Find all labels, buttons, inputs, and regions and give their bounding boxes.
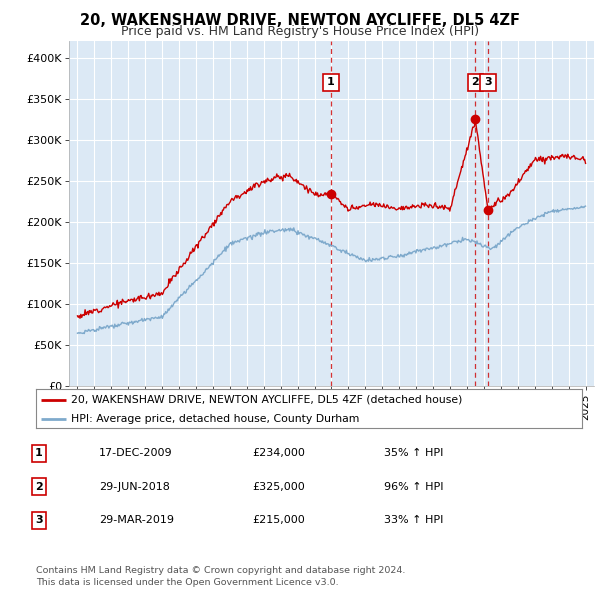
Text: 35% ↑ HPI: 35% ↑ HPI xyxy=(384,448,443,458)
Text: 3: 3 xyxy=(484,77,492,87)
Text: £215,000: £215,000 xyxy=(252,516,305,525)
Text: 2: 2 xyxy=(35,482,43,491)
Text: 20, WAKENSHAW DRIVE, NEWTON AYCLIFFE, DL5 4ZF: 20, WAKENSHAW DRIVE, NEWTON AYCLIFFE, DL… xyxy=(80,13,520,28)
Text: 96% ↑ HPI: 96% ↑ HPI xyxy=(384,482,443,491)
Text: 33% ↑ HPI: 33% ↑ HPI xyxy=(384,516,443,525)
Text: 2: 2 xyxy=(472,77,479,87)
Text: 3: 3 xyxy=(35,516,43,525)
Text: £234,000: £234,000 xyxy=(252,448,305,458)
Text: Price paid vs. HM Land Registry's House Price Index (HPI): Price paid vs. HM Land Registry's House … xyxy=(121,25,479,38)
Text: 29-MAR-2019: 29-MAR-2019 xyxy=(99,516,174,525)
Text: HPI: Average price, detached house, County Durham: HPI: Average price, detached house, Coun… xyxy=(71,414,360,424)
Text: 1: 1 xyxy=(35,448,43,458)
Text: 1: 1 xyxy=(327,77,335,87)
Text: 17-DEC-2009: 17-DEC-2009 xyxy=(99,448,173,458)
Text: 29-JUN-2018: 29-JUN-2018 xyxy=(99,482,170,491)
Text: 20, WAKENSHAW DRIVE, NEWTON AYCLIFFE, DL5 4ZF (detached house): 20, WAKENSHAW DRIVE, NEWTON AYCLIFFE, DL… xyxy=(71,395,463,405)
Text: £325,000: £325,000 xyxy=(252,482,305,491)
Text: Contains HM Land Registry data © Crown copyright and database right 2024.
This d: Contains HM Land Registry data © Crown c… xyxy=(36,566,406,587)
